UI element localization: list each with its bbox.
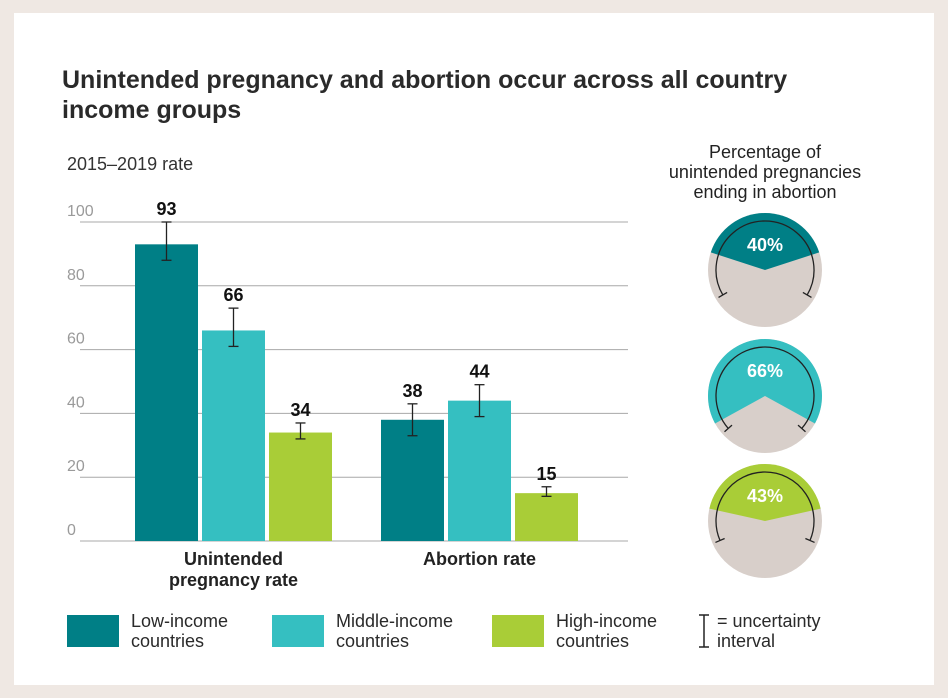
bar (448, 400, 511, 541)
y-tick-label: 40 (67, 394, 85, 411)
data-label: 66 (223, 285, 243, 305)
legend-item-high-income: High-income countries (492, 611, 716, 651)
data-label: 44 (469, 362, 489, 382)
legend-item-middle-income: Middle-income countries (272, 611, 496, 651)
legend-label-high-income: High-income countries (556, 611, 658, 651)
x-category-label: Abortion rate (423, 549, 536, 569)
data-label: 34 (290, 400, 310, 420)
legend-label-uncertainty: = uncertainty interval (717, 611, 821, 651)
bar (202, 330, 265, 541)
uncertainty-arc-cap (797, 424, 806, 433)
bar (135, 244, 198, 541)
y-tick-label: 100 (67, 203, 94, 220)
legend-swatch-high-income (492, 615, 544, 647)
chart-canvas: 2015–2019 rate 0 20 40 60 80 100 93 66 34 38 44 15 Un… (67, 142, 861, 590)
pie-title: Percentage of unintended pregnancies endin… (669, 142, 861, 202)
x-category-label: Unintended pregnancy rate (169, 549, 298, 590)
uncertainty-arc (715, 346, 815, 429)
y-tick-label: 60 (67, 331, 85, 348)
bar (381, 419, 444, 541)
chart-card: Unintended pregnancy and abortion occur … (14, 13, 934, 685)
uncertainty-arc-cap (715, 537, 725, 544)
pie-slice (709, 463, 821, 521)
pie-slice (708, 339, 822, 424)
pie-slice (710, 213, 820, 270)
pie-label: 40% (747, 235, 783, 255)
legend-label-middle-income: Middle-income countries (336, 611, 454, 651)
uncertainty-arc-cap (805, 537, 815, 544)
y-tick-label: 0 (67, 522, 76, 539)
pie-charts: Percentage of unintended pregnancies endin… (669, 142, 861, 578)
bar (269, 432, 332, 541)
pie-label: 43% (747, 486, 783, 506)
chart-title: Unintended pregnancy and abortion occur … (62, 66, 788, 124)
bar (515, 493, 578, 541)
uncertainty-arc-cap (718, 291, 728, 299)
y-tick-label: 80 (67, 267, 85, 284)
bar-chart: 2015–2019 rate 0 20 40 60 80 100 93 66 34 38 44 15 Un… (67, 154, 628, 590)
uncertainty-arc-cap (724, 424, 733, 433)
uncertainty-arc-cap (802, 291, 812, 299)
legend-swatch-low-income (67, 615, 119, 647)
data-label: 93 (156, 199, 176, 219)
data-label: 15 (536, 464, 556, 484)
data-label: 38 (402, 381, 422, 401)
y-tick-label: 20 (67, 458, 85, 475)
uncertainty-arc (715, 471, 815, 541)
legend-label-low-income: Low-income countries (131, 611, 229, 651)
uncertainty-interval-icon (699, 614, 709, 648)
y-axis-label: 2015–2019 rate (67, 154, 193, 174)
uncertainty-arc (715, 220, 815, 296)
pie-label: 66% (747, 361, 783, 381)
legend-item-low-income: Low-income countries (67, 611, 291, 651)
legend-swatch-middle-income (272, 615, 324, 647)
legend-item-uncertainty: = uncertainty interval (697, 611, 867, 651)
